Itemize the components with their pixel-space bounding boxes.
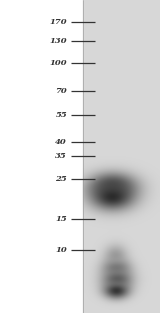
Text: 40: 40 bbox=[56, 138, 67, 146]
Text: 55: 55 bbox=[56, 111, 67, 119]
Text: 170: 170 bbox=[50, 18, 67, 26]
Text: 130: 130 bbox=[50, 37, 67, 45]
Text: 15: 15 bbox=[56, 215, 67, 223]
Text: 70: 70 bbox=[56, 87, 67, 95]
Text: 100: 100 bbox=[50, 59, 67, 67]
Text: 35: 35 bbox=[56, 152, 67, 160]
Text: 10: 10 bbox=[56, 246, 67, 254]
Text: 25: 25 bbox=[56, 175, 67, 183]
